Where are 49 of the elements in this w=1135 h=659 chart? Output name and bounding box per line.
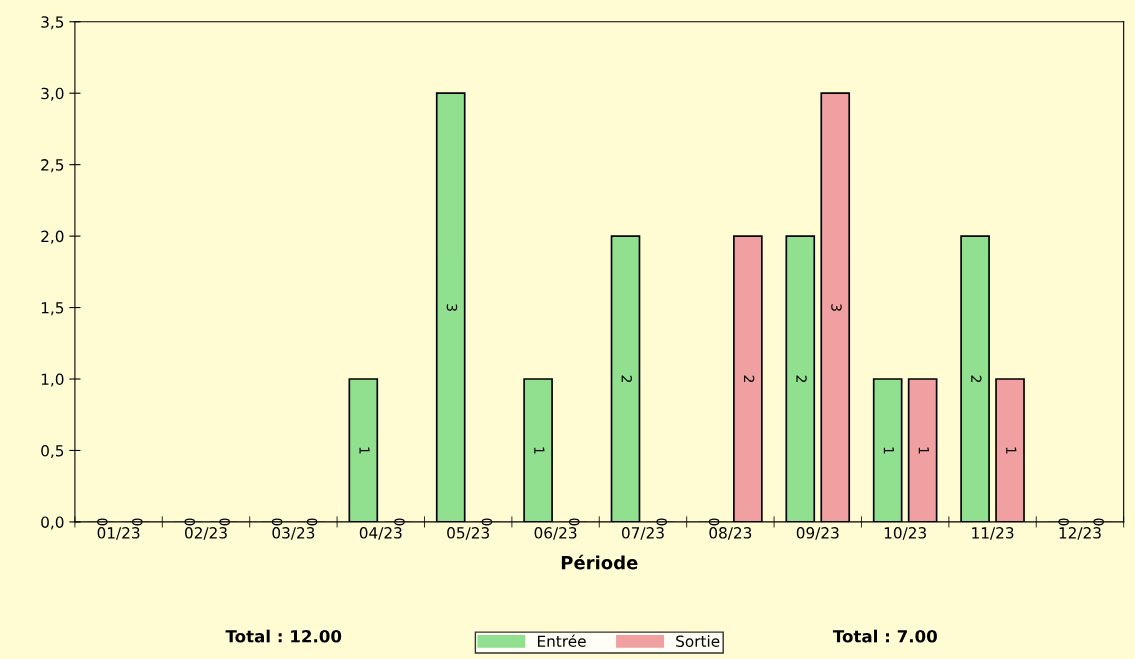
y-tick-label: 1,0 (41, 373, 64, 387)
data-label: 2 (744, 375, 755, 383)
data-label: 1 (359, 447, 370, 454)
x-tick-label: 06/23 (534, 527, 577, 540)
y-tick-label: 2,0 (41, 230, 64, 244)
y-tick-label: 0,0 (41, 516, 64, 530)
x-tick-label: 07/23 (621, 527, 664, 540)
y-tick-label: 3,5 (41, 16, 64, 30)
x-tick-label: 11/23 (972, 527, 1014, 540)
data-label: 2 (796, 375, 807, 383)
text: Total : 7.00 (832, 629, 937, 643)
data-label: 0 (306, 518, 318, 526)
data-label: 0 (569, 518, 580, 526)
data-label: 0 (394, 518, 405, 526)
data-label: 1 (534, 447, 545, 454)
data-label: 0 (1058, 518, 1069, 526)
data-label: 1 (1006, 447, 1017, 454)
data-label: 1 (883, 447, 894, 454)
data-label: 0 (1093, 518, 1104, 526)
x-tick-label: 12/23 (1059, 527, 1101, 540)
data-label: 3 (446, 304, 458, 311)
data-label: 1 (918, 447, 929, 454)
data-label: 0 (708, 518, 720, 526)
x-tick-label: 10/23 (884, 527, 926, 540)
y-tick-label: 2,5 (41, 159, 64, 173)
data-label: 0 (656, 518, 667, 526)
y-tick-label: 0,5 (41, 444, 64, 459)
data-label: 0 (184, 518, 195, 526)
data-label: 3 (831, 304, 842, 311)
y-tick-label: 1,5 (41, 302, 64, 316)
data-label: 2 (621, 375, 632, 383)
x-tick-label: 04/23 (359, 527, 402, 540)
x-axis-title: Période (561, 554, 638, 570)
legend-label: Entrée (537, 634, 586, 647)
x-tick-label: 01/23 (97, 527, 140, 540)
data-label: 0 (132, 518, 143, 526)
x-tick-label: 09/23 (796, 527, 839, 540)
data-label: 0 (97, 518, 108, 526)
x-tick-label: 08/23 (709, 527, 752, 540)
y-tick-label: 3,0 (41, 87, 64, 101)
text: Total : 12.00 (225, 629, 342, 643)
x-tick-label: 05/23 (447, 527, 489, 540)
data-label: 0 (481, 518, 493, 526)
data-label: 0 (271, 518, 283, 526)
x-tick-label: 02/23 (185, 527, 227, 540)
legend-label: Sortie (676, 635, 720, 647)
data-label: 0 (219, 518, 230, 526)
data-label: 2 (971, 375, 982, 383)
x-tick-label: 03/23 (272, 527, 315, 540)
